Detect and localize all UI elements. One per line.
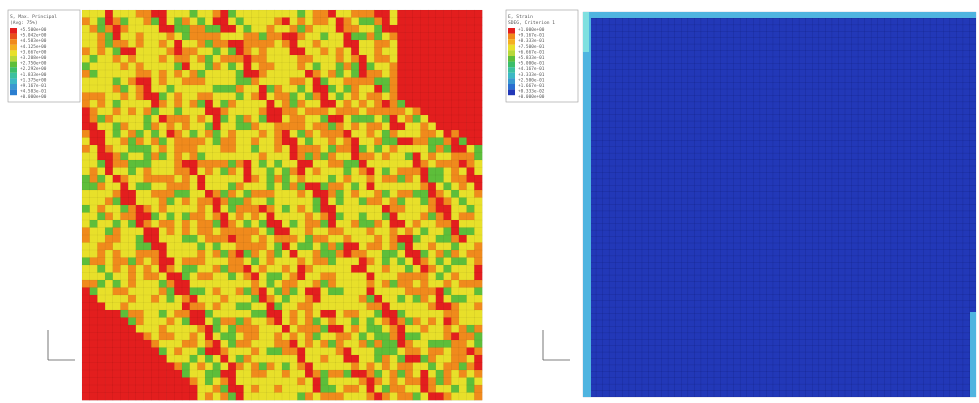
legend-swatch — [508, 89, 515, 96]
legend-swatch — [10, 67, 17, 73]
axis-triad — [47, 330, 75, 361]
legend-swatch — [508, 72, 515, 79]
mesh — [81, 9, 483, 401]
legend-level: +7.500e-01 — [518, 44, 545, 50]
legend-swatch — [10, 39, 17, 45]
legend-level: +9.167e-01 — [20, 83, 47, 89]
legend-subtitle: SDEG, Criterion 1 — [508, 20, 555, 26]
legend-swatch — [508, 28, 515, 34]
legend-level: +5.833e-01 — [518, 55, 545, 61]
legend-level: +0.000e+00 — [20, 94, 47, 100]
legend-swatch — [10, 44, 17, 51]
legend-level: +1.000e+00 — [518, 27, 545, 33]
legend-level: +5.042e+00 — [20, 33, 47, 39]
right-contour-panel: E, Strain SDEG, Criterion 1 +1.000e+00 +9.1… — [490, 0, 979, 403]
legend-swatch — [508, 33, 515, 40]
left-contour-plot: S, Max. Principal(Avg: 75%)+5.500e+00+5.… — [7, 9, 483, 401]
legend-swatch — [10, 89, 17, 96]
legend: S, Max. Principal(Avg: 75%)+5.500e+00+5.… — [7, 9, 81, 103]
legend-level: +8.333e-02 — [518, 89, 545, 95]
legend-level: +9.167e-01 — [518, 33, 545, 39]
legend-level: +2.500e-01 — [518, 77, 545, 83]
legend-swatch — [508, 61, 515, 68]
legend-swatch — [10, 50, 17, 56]
mesh — [582, 11, 977, 398]
legend-swatch — [10, 33, 17, 40]
left-contour-panel: S, Max. Principal (Avg: 75%) +5.500e+00 +5.… — [7, 9, 483, 401]
legend-swatch — [508, 84, 515, 90]
legend-swatch — [508, 56, 515, 62]
legend-level: +0.000e+00 — [518, 94, 545, 100]
legend-level: +1.667e-01 — [518, 83, 545, 89]
legend-level: +5.000e-01 — [518, 61, 545, 67]
legend-swatch — [508, 67, 515, 73]
legend-subtitle: (Avg: 75%) — [10, 20, 38, 26]
legend-swatch — [508, 78, 515, 84]
legend-swatch — [508, 39, 515, 45]
legend-level: +1.833e+00 — [20, 72, 47, 78]
axis-triad — [542, 330, 570, 361]
legend-level: +6.667e-01 — [518, 49, 545, 55]
legend-level: +3.333e-01 — [518, 72, 545, 78]
legend-level: +3.208e+00 — [20, 55, 47, 61]
legend-level: +3.667e+00 — [20, 49, 47, 55]
legend-title: S, Max. Principal — [10, 14, 57, 20]
legend-swatch — [10, 78, 17, 84]
legend-swatch — [10, 61, 17, 68]
legend-level: +4.583e-01 — [20, 89, 47, 95]
legend-swatch — [508, 50, 515, 56]
legend-level: +1.375e+00 — [20, 77, 47, 83]
legend-title: E, Strain — [508, 14, 533, 20]
legend-swatch — [508, 44, 515, 51]
legend-swatch — [10, 56, 17, 62]
legend-level: +8.333e-01 — [518, 38, 545, 44]
legend-level: +4.583e+00 — [20, 38, 47, 44]
legend-swatch — [10, 84, 17, 90]
legend-level: +2.292e+00 — [20, 66, 47, 72]
legend-level: +4.167e-01 — [518, 66, 545, 72]
legend-level: +2.750e+00 — [20, 61, 47, 67]
legend-swatch — [10, 28, 17, 34]
legend-swatch — [10, 72, 17, 79]
legend-level: +4.125e+00 — [20, 44, 47, 50]
legend-level: +5.500e+00 — [20, 27, 47, 33]
